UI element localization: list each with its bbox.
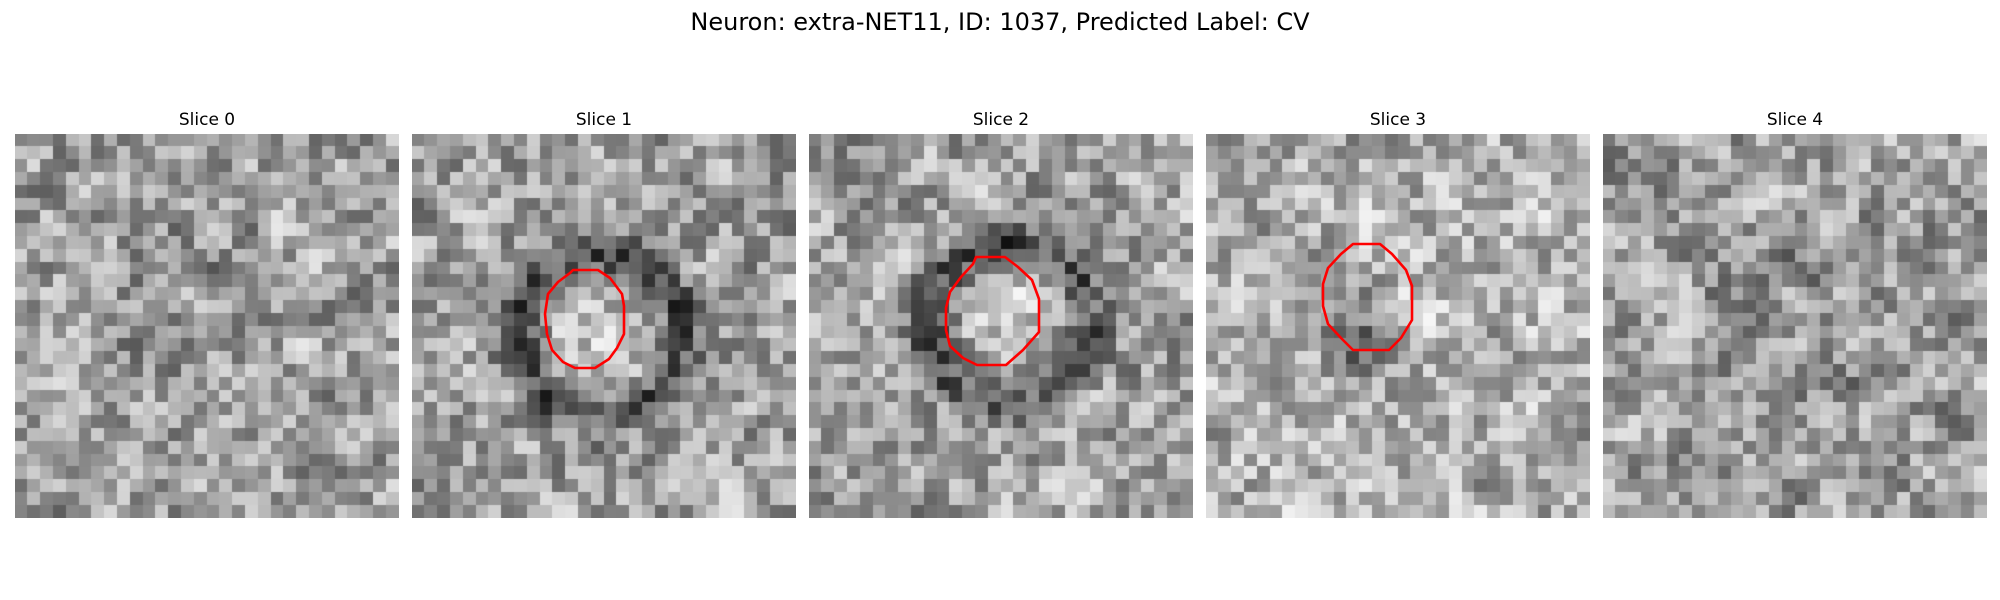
slice-title: Slice 0 — [178, 110, 236, 130]
slice-image — [1603, 134, 1987, 518]
roi-contour — [543, 268, 626, 370]
roi-contour — [944, 255, 1041, 367]
slice-title: Slice 2 — [972, 110, 1030, 130]
slice-image — [1206, 134, 1590, 518]
slice-image — [412, 134, 796, 518]
figure-title: Neuron: extra-NET11, ID: 1037, Predicted… — [690, 8, 1310, 36]
slice-title: Slice 4 — [1766, 110, 1824, 130]
slice-image — [809, 134, 1193, 518]
roi-contour — [1321, 242, 1414, 352]
slice-title: Slice 3 — [1369, 110, 1427, 130]
slice-title: Slice 1 — [575, 110, 633, 130]
slice-image — [15, 134, 399, 518]
